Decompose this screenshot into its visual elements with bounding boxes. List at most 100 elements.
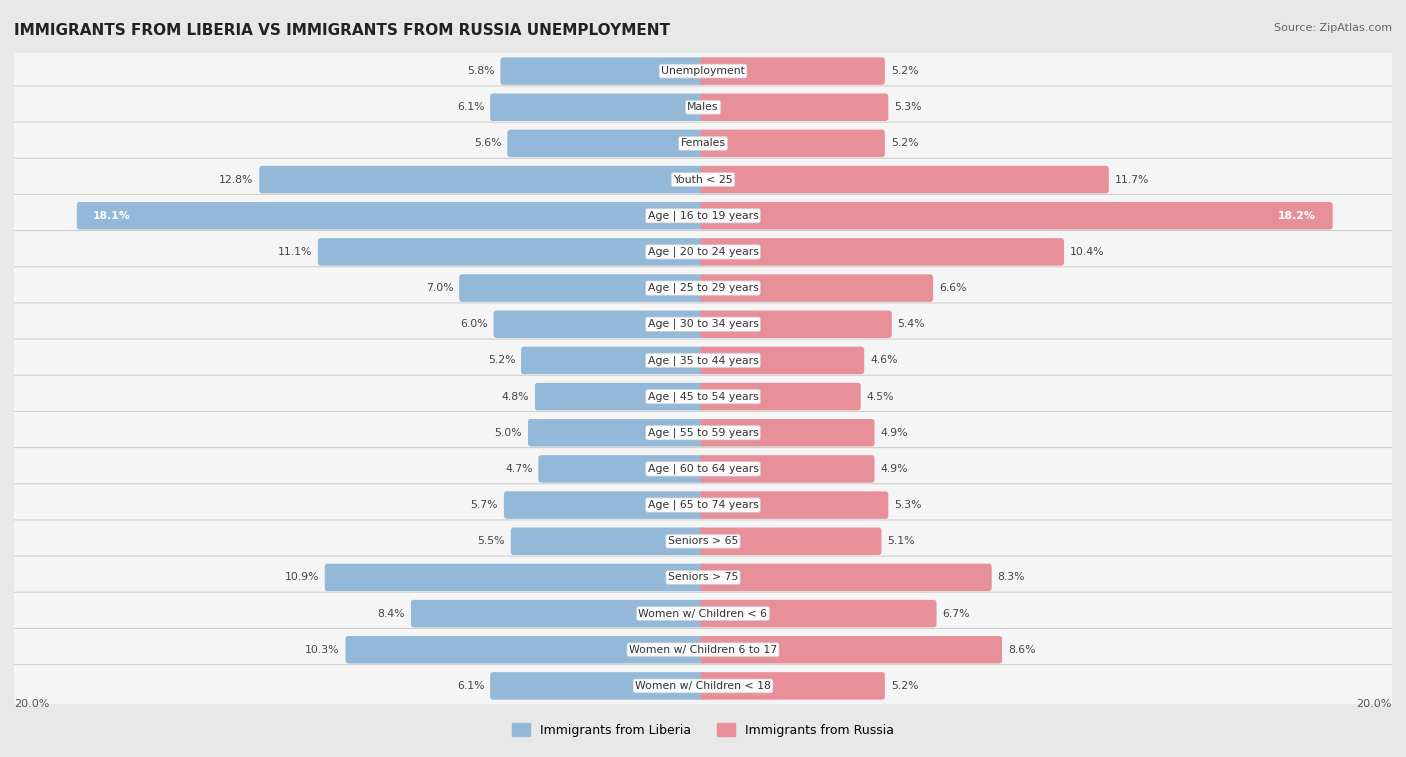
FancyBboxPatch shape [700,419,875,447]
FancyBboxPatch shape [8,665,1398,707]
Text: Women w/ Children < 6: Women w/ Children < 6 [638,609,768,618]
FancyBboxPatch shape [700,310,891,338]
Text: 6.7%: 6.7% [942,609,970,618]
FancyBboxPatch shape [8,158,1398,201]
Text: 6.0%: 6.0% [460,319,488,329]
FancyBboxPatch shape [8,266,1398,310]
Text: Seniors > 75: Seniors > 75 [668,572,738,582]
FancyBboxPatch shape [8,520,1398,562]
FancyBboxPatch shape [8,122,1398,165]
FancyBboxPatch shape [8,50,1398,92]
FancyBboxPatch shape [8,592,1398,635]
Text: 18.2%: 18.2% [1278,210,1316,221]
FancyBboxPatch shape [8,339,1398,382]
FancyBboxPatch shape [700,528,882,555]
FancyBboxPatch shape [8,303,1398,346]
FancyBboxPatch shape [8,411,1398,454]
FancyBboxPatch shape [491,672,706,699]
Text: Seniors > 65: Seniors > 65 [668,536,738,547]
FancyBboxPatch shape [494,310,706,338]
FancyBboxPatch shape [700,238,1064,266]
FancyBboxPatch shape [700,202,1333,229]
FancyBboxPatch shape [491,94,706,121]
FancyBboxPatch shape [522,347,706,374]
Text: 6.1%: 6.1% [457,681,484,691]
Text: Youth < 25: Youth < 25 [673,175,733,185]
FancyBboxPatch shape [534,383,706,410]
FancyBboxPatch shape [700,600,936,628]
Text: 5.4%: 5.4% [897,319,925,329]
FancyBboxPatch shape [501,58,706,85]
Text: 18.1%: 18.1% [93,210,131,221]
Text: 4.8%: 4.8% [502,391,529,401]
Text: 12.8%: 12.8% [219,175,253,185]
Text: 10.3%: 10.3% [305,645,340,655]
FancyBboxPatch shape [8,447,1398,491]
Text: 5.1%: 5.1% [887,536,915,547]
Text: IMMIGRANTS FROM LIBERIA VS IMMIGRANTS FROM RUSSIA UNEMPLOYMENT: IMMIGRANTS FROM LIBERIA VS IMMIGRANTS FR… [14,23,671,38]
FancyBboxPatch shape [503,491,706,519]
Text: 5.3%: 5.3% [894,500,922,510]
FancyBboxPatch shape [8,375,1398,418]
Text: Unemployment: Unemployment [661,66,745,76]
Text: Females: Females [681,139,725,148]
Text: Age | 25 to 29 years: Age | 25 to 29 years [648,283,758,293]
FancyBboxPatch shape [700,636,1002,663]
Text: 6.6%: 6.6% [939,283,966,293]
Text: 5.0%: 5.0% [495,428,522,438]
FancyBboxPatch shape [700,94,889,121]
Text: Source: ZipAtlas.com: Source: ZipAtlas.com [1274,23,1392,33]
Text: Women w/ Children 6 to 17: Women w/ Children 6 to 17 [628,645,778,655]
FancyBboxPatch shape [318,238,706,266]
FancyBboxPatch shape [8,484,1398,526]
FancyBboxPatch shape [700,383,860,410]
Text: 4.6%: 4.6% [870,356,897,366]
FancyBboxPatch shape [700,166,1109,193]
Text: Age | 16 to 19 years: Age | 16 to 19 years [648,210,758,221]
FancyBboxPatch shape [700,564,991,591]
Text: 4.7%: 4.7% [505,464,533,474]
FancyBboxPatch shape [77,202,706,229]
Legend: Immigrants from Liberia, Immigrants from Russia: Immigrants from Liberia, Immigrants from… [512,723,894,737]
Text: 5.3%: 5.3% [894,102,922,112]
FancyBboxPatch shape [8,86,1398,129]
Text: 5.5%: 5.5% [478,536,505,547]
Text: 5.6%: 5.6% [474,139,502,148]
Text: 8.3%: 8.3% [997,572,1025,582]
FancyBboxPatch shape [8,628,1398,671]
Text: Age | 30 to 34 years: Age | 30 to 34 years [648,319,758,329]
FancyBboxPatch shape [325,564,706,591]
FancyBboxPatch shape [508,129,706,157]
Text: 11.7%: 11.7% [1115,175,1149,185]
Text: 5.7%: 5.7% [471,500,498,510]
FancyBboxPatch shape [411,600,706,628]
FancyBboxPatch shape [538,455,706,483]
Text: Age | 55 to 59 years: Age | 55 to 59 years [648,428,758,438]
Text: Males: Males [688,102,718,112]
Text: 4.9%: 4.9% [880,464,908,474]
Text: 20.0%: 20.0% [14,699,49,709]
Text: 5.2%: 5.2% [488,356,515,366]
Text: 10.9%: 10.9% [284,572,319,582]
Text: 5.2%: 5.2% [891,139,918,148]
Text: 7.0%: 7.0% [426,283,453,293]
Text: 5.8%: 5.8% [467,66,495,76]
Text: Women w/ Children < 18: Women w/ Children < 18 [636,681,770,691]
Text: 10.4%: 10.4% [1070,247,1104,257]
FancyBboxPatch shape [346,636,706,663]
FancyBboxPatch shape [700,672,884,699]
Text: 11.1%: 11.1% [277,247,312,257]
Text: Age | 35 to 44 years: Age | 35 to 44 years [648,355,758,366]
FancyBboxPatch shape [700,129,884,157]
Text: 4.9%: 4.9% [880,428,908,438]
Text: 20.0%: 20.0% [1357,699,1392,709]
Text: 4.5%: 4.5% [866,391,894,401]
FancyBboxPatch shape [8,195,1398,237]
Text: Age | 45 to 54 years: Age | 45 to 54 years [648,391,758,402]
FancyBboxPatch shape [8,231,1398,273]
FancyBboxPatch shape [529,419,706,447]
Text: 8.6%: 8.6% [1008,645,1035,655]
FancyBboxPatch shape [460,274,706,302]
Text: 6.1%: 6.1% [457,102,484,112]
FancyBboxPatch shape [8,556,1398,599]
